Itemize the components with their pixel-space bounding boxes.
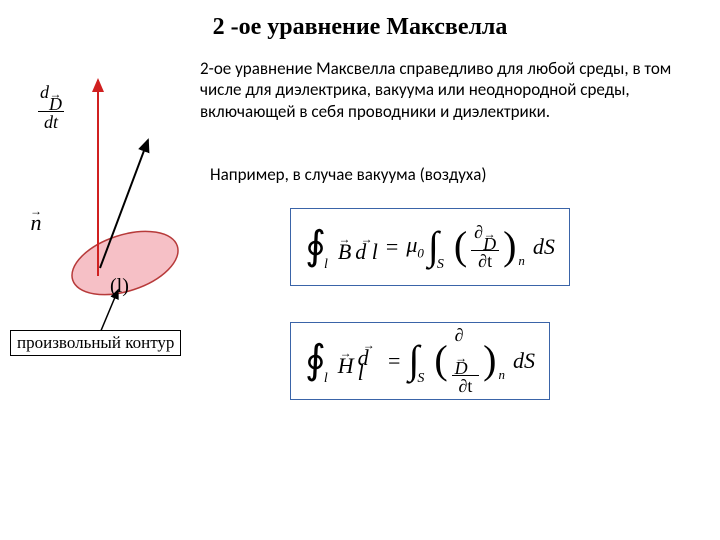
int-sub-l: l	[324, 371, 328, 387]
page-title: 2 -ое уравнение Максвелла	[0, 0, 720, 47]
equation-box-general: ∮ l →H →d l = ∫ S ( ∂→D ∂t ) n dS	[290, 322, 550, 400]
equals: =	[384, 348, 404, 374]
sub-n: n	[499, 367, 506, 383]
dD-dt-label: d→D dt	[38, 82, 64, 133]
n-vector-label: →n	[30, 195, 42, 231]
intro-text: 2-ое уравнение Максвелла справедливо для…	[200, 58, 710, 122]
mu0: μ0	[406, 232, 424, 261]
l-contour-label: (l)	[110, 275, 129, 298]
arbitrary-contour-label: произвольный контур	[10, 330, 181, 356]
H-vector: →H	[338, 349, 354, 373]
int-sub-S: S	[417, 371, 424, 387]
equals: =	[382, 234, 402, 260]
dS: dS	[511, 348, 535, 374]
dD-dt-frac: ∂→D ∂t	[471, 222, 499, 273]
dl-vector: →d l	[358, 341, 380, 380]
paren-open: (	[434, 336, 447, 383]
dS: dS	[531, 234, 555, 260]
closed-integral-icon: ∮	[305, 336, 326, 383]
dl-vector: →d l	[355, 235, 378, 259]
paren-close: )	[503, 222, 516, 269]
int-sub-S: S	[437, 257, 444, 273]
sub-n: n	[518, 253, 525, 269]
paren-close: )	[483, 336, 496, 383]
equation-box-vacuum: ∮ l →B →d l = μ0 ∫ S ( ∂→D ∂t ) n dS	[290, 208, 570, 286]
dD-dt-frac: ∂→D ∂t	[452, 325, 480, 397]
example-text: Например, в случае вакуума (воздуха)	[210, 164, 487, 185]
paren-open: (	[454, 222, 467, 269]
int-sub-l: l	[324, 257, 328, 273]
B-vector: →B	[338, 235, 351, 259]
closed-integral-icon: ∮	[305, 222, 326, 269]
